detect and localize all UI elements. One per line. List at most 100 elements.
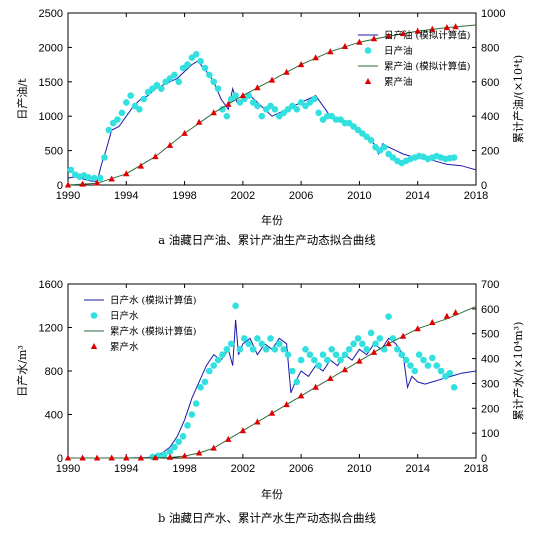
y2-tick-label: 700	[481, 279, 499, 291]
data-point-triangle	[108, 454, 115, 461]
x-tick-label: 2002	[231, 190, 255, 202]
y-tick-label: 1200	[39, 323, 63, 335]
data-point	[118, 109, 126, 117]
data-point-triangle	[239, 427, 247, 434]
data-point-triangle	[210, 109, 217, 116]
y2-tick-label: 200	[481, 146, 499, 158]
data-point	[192, 51, 200, 58]
data-point	[411, 367, 419, 375]
x-tick-label: 1990	[56, 463, 80, 475]
data-point	[184, 422, 191, 429]
data-point	[311, 95, 318, 103]
data-point	[105, 126, 113, 134]
y-tick-label: 400	[45, 410, 63, 422]
y2-axis-label: 累计产油/(×10⁴t)	[511, 55, 525, 143]
data-point	[297, 99, 305, 106]
data-point	[420, 356, 427, 364]
data-point	[302, 346, 309, 353]
y-tick-label: 0	[57, 453, 63, 465]
data-point	[450, 384, 458, 391]
data-point	[160, 451, 168, 459]
data-point	[123, 99, 130, 106]
data-point-triangle	[268, 409, 276, 416]
legend-label: 日产水 (模拟计算值)	[110, 295, 196, 307]
data-point	[166, 75, 174, 82]
data-point	[345, 346, 353, 353]
data-point-triangle	[385, 32, 392, 39]
data-point-triangle	[239, 92, 247, 99]
data-point	[302, 102, 309, 110]
data-point	[166, 448, 174, 455]
data-point	[315, 362, 322, 369]
data-point	[206, 367, 213, 375]
y2-tick-label: 500	[481, 329, 499, 341]
data-point	[236, 346, 244, 353]
x-tick-label: 2010	[347, 463, 371, 475]
data-point	[450, 154, 458, 161]
legend-label: 累产油	[384, 76, 413, 88]
data-point	[363, 346, 371, 353]
data-point-triangle	[327, 48, 334, 55]
data-point	[437, 367, 445, 375]
x-tick-label: 2006	[289, 190, 313, 202]
data-point	[96, 174, 104, 182]
data-point	[367, 329, 375, 337]
x-tick-label: 2014	[405, 190, 429, 202]
data-point	[271, 346, 279, 353]
data-point	[359, 340, 366, 348]
y2-tick-label: 600	[481, 77, 499, 89]
plot-frame	[67, 12, 477, 186]
data-point	[389, 335, 397, 342]
data-point-triangle	[123, 454, 130, 461]
data-point-triangle	[312, 383, 319, 390]
data-point	[367, 137, 375, 144]
data-point	[394, 346, 401, 353]
data-point-triangle	[283, 68, 290, 75]
data-point	[446, 369, 454, 377]
data-point	[280, 346, 288, 353]
data-point-triangle	[429, 319, 436, 325]
data-point-triangle	[327, 375, 334, 381]
y2-tick-label: 600	[481, 304, 499, 316]
data-point-triangle	[225, 100, 232, 107]
data-point	[319, 351, 327, 359]
data-point	[415, 351, 423, 359]
data-point	[262, 346, 270, 353]
legend-swatch-dot	[90, 312, 98, 319]
data-point	[328, 346, 336, 353]
data-point	[429, 354, 436, 362]
legend-label: 日产水	[110, 310, 139, 322]
data-point-triangle	[123, 170, 130, 177]
data-point	[136, 106, 143, 113]
legend-label: 日产油	[384, 45, 413, 57]
data-point	[245, 340, 252, 348]
y-tick-label: 1600	[39, 279, 63, 291]
data-point	[341, 351, 349, 359]
chart-panel-b: 1990 1994 1998 2002 2006 2010 2014 201804008001…	[15, 279, 525, 525]
y2-tick-label: 800	[481, 42, 499, 54]
data-point	[424, 362, 432, 369]
data-point	[171, 71, 178, 79]
x-tick-label: 1994	[114, 463, 138, 475]
data-point-triangle	[414, 325, 421, 332]
data-point-triangle	[399, 30, 407, 37]
data-point	[258, 112, 266, 120]
data-point-triangle	[93, 179, 101, 186]
data-point	[398, 351, 406, 359]
data-point	[184, 61, 191, 68]
data-point-triangle	[181, 452, 188, 459]
data-point-triangle	[254, 84, 261, 91]
data-point	[380, 143, 388, 151]
y2-tick-label: 400	[481, 354, 499, 366]
x-tick-label: 2014	[405, 463, 429, 475]
legend-label: 累产水	[110, 341, 139, 353]
data-point	[197, 384, 204, 391]
data-point-triangle	[297, 392, 305, 399]
y-tick-label: 500	[45, 146, 63, 158]
data-point	[210, 78, 217, 86]
data-point	[90, 174, 98, 182]
data-point	[293, 378, 301, 386]
data-point	[271, 106, 279, 113]
data-point-triangle	[268, 76, 276, 83]
data-point	[85, 174, 92, 181]
